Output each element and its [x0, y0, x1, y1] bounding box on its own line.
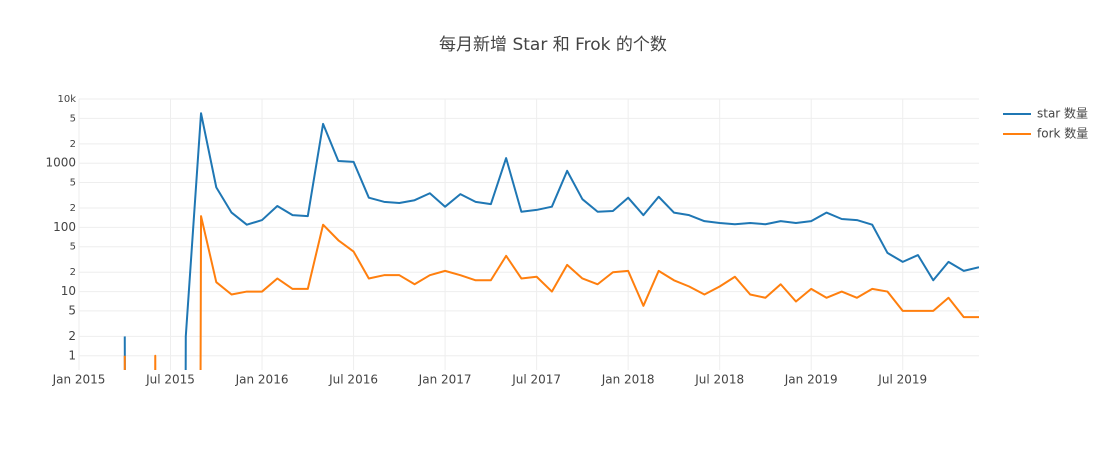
y-tick-label: 1000 — [45, 156, 76, 170]
x-tick-label: Jan 2017 — [418, 373, 472, 387]
y-tick-label: 2 — [68, 329, 76, 343]
y-tick-label: 100 — [53, 220, 76, 234]
x-tick-label: Jan 2019 — [784, 373, 838, 387]
x-tick-label: Jul 2019 — [877, 373, 927, 387]
y-tick-label: 2 — [70, 139, 76, 150]
y-tick-label: 5 — [70, 242, 76, 253]
series-line — [123, 215, 979, 370]
y-tick-label: 1 — [68, 348, 76, 362]
x-tick-label: Jul 2016 — [328, 373, 378, 387]
y-tick-label: 2 — [70, 267, 76, 278]
y-tick-label: 5 — [70, 113, 76, 124]
chart-title: 每月新增 Star 和 Frok 的个数 — [439, 35, 667, 55]
x-tick-label: Jan 2016 — [235, 373, 289, 387]
x-tick-label: Jul 2018 — [694, 373, 744, 387]
legend-label: star 数量 — [1037, 106, 1088, 121]
grid — [78, 98, 979, 370]
x-tick-label: Jan 2018 — [601, 373, 655, 387]
x-tick-label: Jul 2015 — [145, 373, 195, 387]
plot-area — [123, 112, 979, 370]
y-tick-label: 2 — [70, 203, 76, 214]
y-tick-label: 10 — [61, 284, 76, 298]
legend-label: fork 数量 — [1037, 126, 1088, 141]
series-line — [123, 112, 979, 370]
y-tick-label: 5 — [68, 303, 76, 317]
y-tick-label: 5 — [70, 178, 76, 189]
x-tick-label: Jul 2017 — [511, 373, 561, 387]
y-tick-label: 10k — [57, 94, 76, 105]
x-tick-label: Jan 2015 — [52, 373, 106, 387]
